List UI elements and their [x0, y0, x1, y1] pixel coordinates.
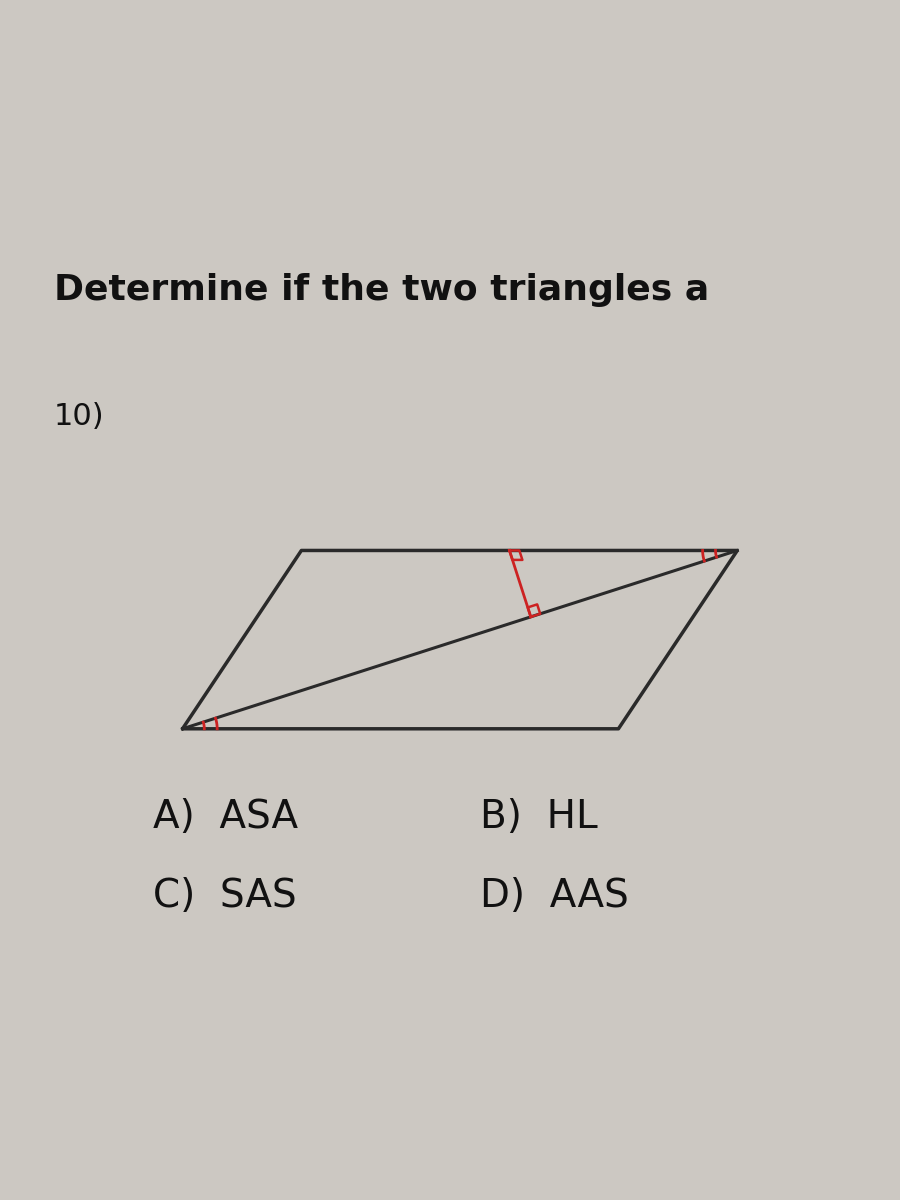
Text: D)  AAS: D) AAS — [480, 877, 628, 916]
Text: 10): 10) — [54, 402, 104, 431]
Text: A)  ASA: A) ASA — [153, 798, 298, 836]
Text: B)  HL: B) HL — [480, 798, 598, 836]
Text: C)  SAS: C) SAS — [153, 877, 296, 916]
Text: Determine if the two triangles a: Determine if the two triangles a — [54, 274, 709, 307]
